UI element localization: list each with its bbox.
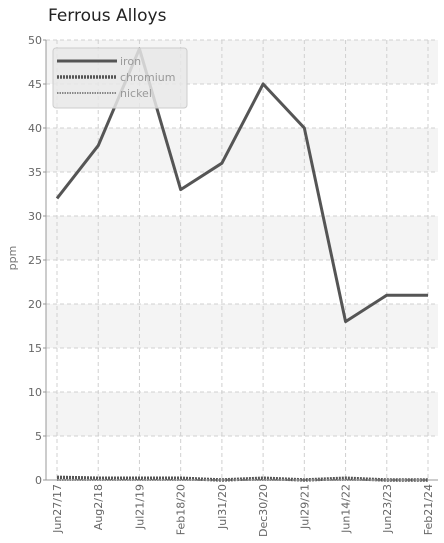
chart-title: Ferrous Alloys	[48, 6, 167, 26]
x-tick-label: Dec30/20	[257, 484, 270, 537]
legend-box	[52, 47, 188, 109]
background-band	[46, 304, 438, 348]
x-tick-label: Jul31/20	[216, 484, 229, 530]
background-band	[46, 216, 438, 260]
y-tick-label: 50	[28, 34, 42, 47]
y-axis-label: ppm	[6, 246, 19, 271]
y-tick-label: 10	[28, 386, 42, 399]
x-tick-label: Jun14/22	[340, 484, 353, 534]
legend-label-chromium: chromium	[120, 71, 176, 84]
x-tick-label: Jun23/23	[381, 484, 394, 534]
y-tick-label: 0	[35, 474, 42, 487]
y-tick-label: 25	[28, 254, 42, 267]
background-band	[46, 128, 438, 172]
y-tick-label: 30	[28, 210, 42, 223]
y-tick-label: 15	[28, 342, 42, 355]
legend-label-iron: iron	[120, 55, 141, 68]
series-line-chromium	[56, 475, 428, 482]
background-bands	[46, 40, 438, 436]
x-tick-label: Aug2/18	[92, 484, 105, 530]
x-tick-label: Jun27/17	[51, 484, 64, 534]
x-tick-label: Feb21/24	[422, 484, 435, 535]
y-tick-label: 40	[28, 122, 42, 135]
y-tick-label: 20	[28, 298, 42, 311]
y-tick-label: 35	[28, 166, 42, 179]
x-tick-label: Jul29/21	[298, 484, 311, 530]
legend-label-nickel: nickel	[120, 87, 152, 100]
legend: iron chromium nickel	[52, 47, 188, 109]
y-tick-label: 5	[35, 430, 42, 443]
background-band	[46, 392, 438, 436]
y-tick-label: 45	[28, 78, 42, 91]
y-tick-labels: 0 5 10 15 20 25 30 35 40 45 50	[28, 34, 46, 487]
x-tick-label: Jul21/19	[133, 484, 146, 530]
x-tick-label: Feb18/20	[175, 484, 188, 535]
x-tick-labels: Jun27/17 Aug2/18 Jul21/19 Feb18/20 Jul31/20 D…	[51, 484, 435, 537]
